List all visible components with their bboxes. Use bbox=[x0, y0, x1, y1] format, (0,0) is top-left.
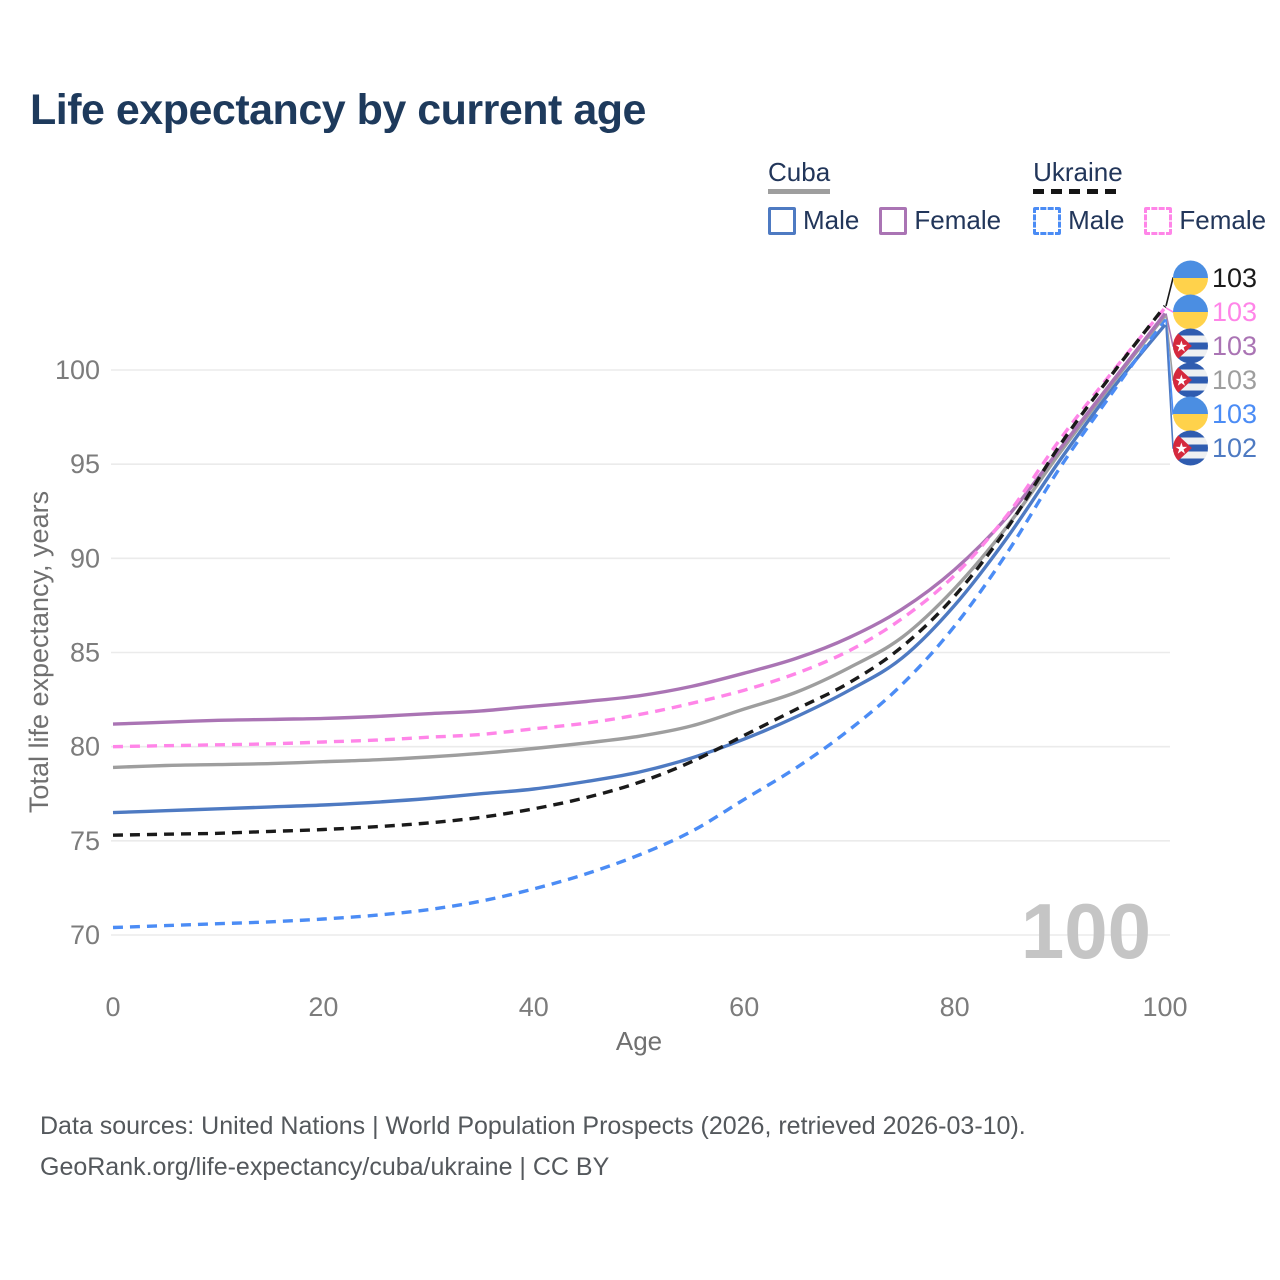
legend-country-cuba-label: Cuba bbox=[768, 157, 831, 187]
end-label-cuba-female: 103 bbox=[1212, 331, 1257, 361]
y-axis-title: Total life expectancy, years bbox=[24, 491, 54, 813]
end-label-ukraine-male: 103 bbox=[1212, 399, 1257, 429]
legend: Cuba Male Female Ukraine bbox=[768, 158, 1266, 236]
page-title: Life expectancy by current age bbox=[30, 86, 646, 134]
x-tick-label: 20 bbox=[308, 992, 338, 1022]
ukraine-line-style-icon bbox=[1033, 189, 1123, 194]
end-label-cuba: 103 bbox=[1212, 365, 1257, 395]
series-line-ukraine[interactable] bbox=[112, 304, 1167, 837]
x-tick-label: 100 bbox=[1142, 992, 1187, 1022]
x-axis-title: Age bbox=[616, 1026, 662, 1056]
series-line-cuba-male[interactable] bbox=[112, 323, 1167, 815]
y-tick-label: 70 bbox=[70, 920, 100, 950]
flag-cuba-icon: ★ bbox=[1173, 430, 1208, 466]
flag-ukraine-icon bbox=[1173, 260, 1208, 296]
series-line-ukraine-female[interactable] bbox=[112, 306, 1167, 749]
legend-item-ukraine-female-label: Female bbox=[1179, 205, 1267, 235]
series-line-ukraine-male[interactable] bbox=[112, 318, 1167, 930]
legend-group-cuba: Cuba Male Female bbox=[768, 158, 1001, 236]
x-tick-label: 40 bbox=[519, 992, 549, 1022]
legend-item-cuba-male-label: Male bbox=[803, 205, 860, 235]
legend-item-ukraine-male-label: Male bbox=[1068, 205, 1125, 235]
axes: 70 75 80 85 90 95 100 0 20 40 60 80 100 Age Total life… bbox=[24, 355, 1188, 1056]
series-lines bbox=[112, 304, 1167, 930]
legend-country-ukraine: Ukraine bbox=[1033, 158, 1123, 194]
y-tick-label: 100 bbox=[55, 355, 100, 385]
end-label-cuba-male: 102 bbox=[1212, 433, 1257, 463]
end-label-ukraine: 103 bbox=[1212, 263, 1257, 293]
y-tick-label: 95 bbox=[70, 449, 100, 479]
legend-country-cuba: Cuba bbox=[768, 157, 831, 194]
series-line-cuba[interactable] bbox=[112, 314, 1167, 770]
legend-item-cuba-male[interactable]: Male bbox=[768, 205, 859, 236]
flag-ukraine-icon bbox=[1173, 294, 1208, 330]
flag-ukraine-icon bbox=[1173, 396, 1208, 432]
age-watermark: 100 bbox=[1021, 887, 1151, 975]
legend-country-ukraine-label: Ukraine bbox=[1033, 157, 1123, 187]
svg-text:★: ★ bbox=[1175, 441, 1188, 458]
x-tick-label: 0 bbox=[105, 992, 120, 1022]
legend-group-ukraine: Ukraine Male Female bbox=[1033, 158, 1266, 236]
end-label-ukraine-female: 103 bbox=[1212, 297, 1257, 327]
cuba-male-swatch-icon bbox=[768, 206, 796, 235]
end-labels: 103 103 ★ 103 ★ 103 103 ★ 102 bbox=[1165, 260, 1257, 466]
x-tick-label: 80 bbox=[940, 992, 970, 1022]
ukraine-male-swatch-icon bbox=[1033, 206, 1062, 235]
legend-item-cuba-female-label: Female bbox=[914, 205, 1002, 235]
legend-item-ukraine-male[interactable]: Male bbox=[1033, 205, 1124, 236]
x-tick-label: 60 bbox=[729, 992, 759, 1022]
footer-sources: Data sources: United Nations | World Pop… bbox=[40, 1112, 1026, 1140]
y-tick-label: 90 bbox=[70, 543, 100, 573]
footer: Data sources: United Nations | World Pop… bbox=[40, 1106, 1026, 1188]
legend-item-ukraine-female[interactable]: Female bbox=[1144, 205, 1266, 236]
y-tick-label: 75 bbox=[70, 826, 100, 856]
footer-url: GeoRank.org/life-expectancy/cuba/ukraine… bbox=[40, 1153, 610, 1181]
series-line-cuba-female[interactable] bbox=[112, 312, 1167, 726]
cuba-line-style-icon bbox=[768, 189, 831, 194]
y-tick-label: 80 bbox=[70, 732, 100, 762]
flag-cuba-icon: ★ bbox=[1173, 328, 1208, 364]
svg-text:★: ★ bbox=[1175, 339, 1188, 356]
ukraine-female-swatch-icon bbox=[1144, 206, 1173, 235]
legend-item-cuba-female[interactable]: Female bbox=[879, 205, 1001, 236]
svg-text:★: ★ bbox=[1175, 373, 1188, 390]
cuba-female-swatch-icon bbox=[879, 206, 908, 235]
y-tick-label: 85 bbox=[70, 638, 100, 668]
flag-cuba-icon: ★ bbox=[1173, 362, 1208, 398]
